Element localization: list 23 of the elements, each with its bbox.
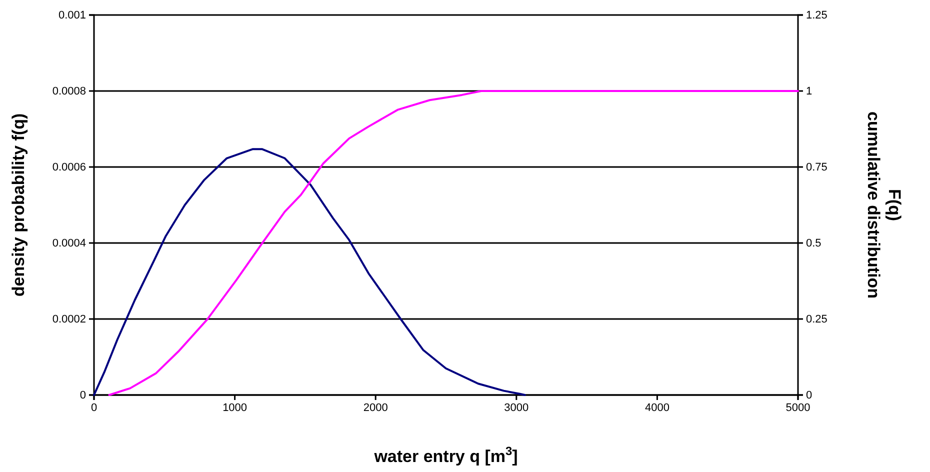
y-tick-label: 0.0006 (52, 162, 86, 174)
y-tick-label: 0.001 (58, 10, 86, 22)
x-tick-label: 5000 (786, 402, 810, 414)
y2-tick-label: 0.25 (806, 314, 828, 326)
x-tick-label: 3000 (504, 402, 529, 414)
y2-tick-label: 1 (806, 86, 812, 98)
x-tick-label: 2000 (363, 402, 388, 414)
y-tick-label: 0.0004 (52, 238, 86, 250)
x-tick-label: 1000 (222, 402, 248, 414)
y-tick-label: 0 (80, 390, 86, 402)
y2-tick-label: 0.5 (806, 238, 822, 250)
x-axis-title: water entry q [m$^{3}$] (373, 444, 518, 466)
x-tick-label: 0 (90, 402, 98, 414)
y2-axis-title: cumulative distribution F(q) (864, 111, 904, 299)
y-tick-label: 0.0002 (52, 314, 86, 326)
line-series (93, 148, 526, 396)
y2-tick-label: 0 (806, 390, 812, 402)
y2-tick-label: 0.75 (806, 162, 828, 174)
y2-tick-label: 1.25 (806, 10, 828, 22)
y-tick-label: 0.0008 (52, 86, 86, 98)
y-axis-title: density probability f(q) (9, 113, 28, 297)
x-tick-label: 4000 (644, 402, 670, 414)
line-series (108, 90, 799, 396)
